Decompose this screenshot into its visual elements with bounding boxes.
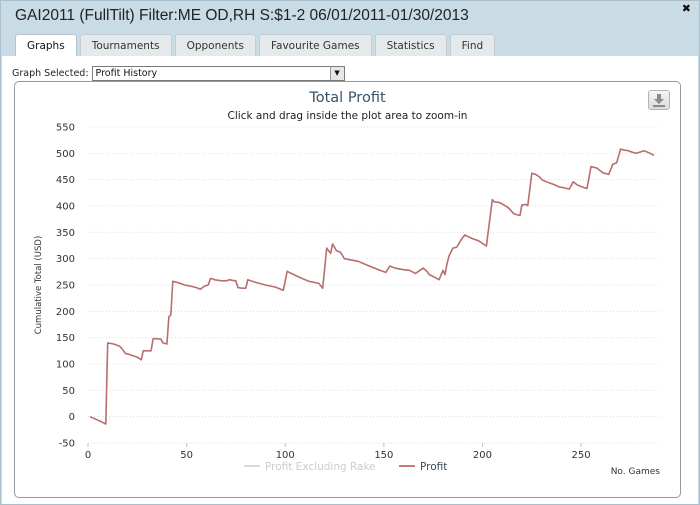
y-tick-label: 450 [56, 175, 75, 186]
window-title: GAI2011 (FullTilt) Filter:ME OD,RH S:$1-… [15, 7, 469, 24]
y-tick-label: 0 [69, 412, 75, 423]
x-tick-label: 200 [473, 450, 492, 461]
tab-bar: Graphs Tournaments Opponents Favourite G… [15, 34, 496, 57]
chevron-down-icon[interactable]: ▼ [329, 66, 344, 80]
title-bar: GAI2011 (FullTilt) Filter:ME OD,RH S:$1-… [1, 1, 699, 33]
profit-chart[interactable]: -50 0 50 100 150 200 250 300 350 400 450 500 550 0 50 1… [15, 82, 682, 499]
x-axis-label: No. Games [611, 467, 661, 477]
tab-favourite-games[interactable]: Favourite Games [258, 34, 372, 56]
tab-opponents[interactable]: Opponents [174, 34, 256, 56]
y-tick-label: 300 [56, 254, 75, 265]
y-tick-label: 350 [56, 228, 75, 239]
graph-select-dropdown[interactable]: Profit History ▼ [91, 65, 345, 81]
export-button[interactable] [648, 90, 670, 110]
y-tick-label: -50 [59, 439, 75, 450]
graph-select-row: Graph Selected: Profit History ▼ [12, 65, 345, 81]
tab-statistics[interactable]: Statistics [374, 34, 447, 56]
y-tick-label: 500 [56, 149, 75, 160]
tab-tournaments[interactable]: Tournaments [79, 34, 172, 56]
graphs-panel: Graph Selected: Profit History ▼ -50 0 50 1… [2, 56, 698, 504]
y-axis-label: Cumulative Total (USD) [34, 236, 44, 335]
x-tick-label: 100 [276, 450, 295, 461]
x-tick-label: 0 [85, 450, 91, 461]
legend-item-profit[interactable]: Profit [420, 461, 447, 473]
profit-series-line [89, 148, 655, 425]
chart-subtitle: Click and drag inside the plot area to z… [227, 110, 468, 122]
download-icon [653, 94, 665, 107]
x-tick-label: 50 [180, 450, 193, 461]
graph-select-value: Profit History [95, 67, 158, 79]
y-tick-label: 150 [56, 333, 75, 344]
chart-panel: -50 0 50 100 150 200 250 300 350 400 450 500 550 0 50 1… [14, 81, 681, 498]
chart-title: Total Profit [309, 90, 386, 106]
y-tick-label: 250 [56, 281, 75, 292]
close-icon[interactable]: ✖ [681, 2, 691, 15]
x-tick-label: 250 [572, 450, 591, 461]
legend-item-profit-excluding-rake[interactable]: Profit Excluding Rake [265, 461, 376, 473]
graph-select-label: Graph Selected: [12, 67, 89, 79]
x-tick-label: 150 [374, 450, 393, 461]
y-tick-label: 50 [62, 386, 75, 397]
y-tick-label: 400 [56, 202, 75, 213]
y-tick-label: 550 [56, 123, 75, 134]
tab-graphs[interactable]: Graphs [15, 34, 77, 57]
y-tick-label: 200 [56, 307, 75, 318]
y-tick-label: 100 [56, 360, 75, 371]
tab-find[interactable]: Find [449, 34, 496, 56]
